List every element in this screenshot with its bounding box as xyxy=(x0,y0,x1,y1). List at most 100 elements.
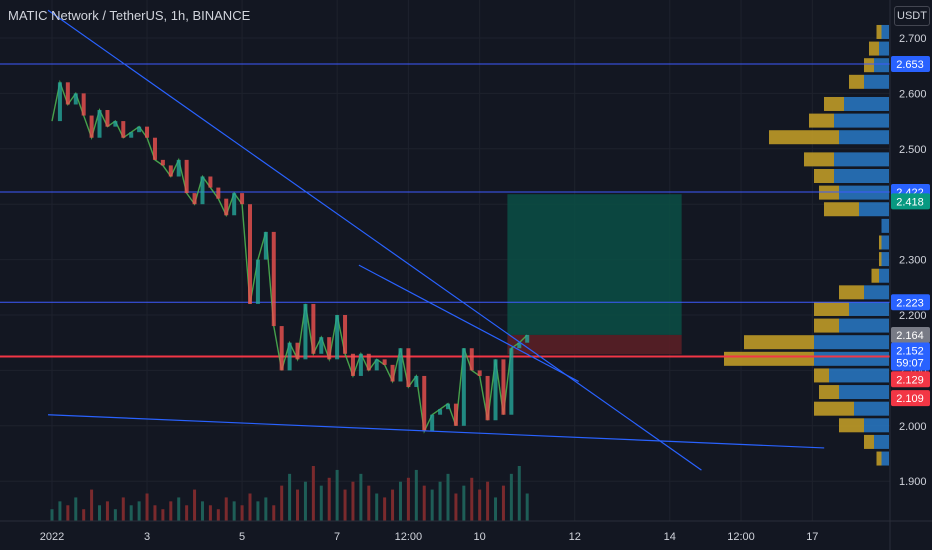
price-tag-label: 2.418 xyxy=(896,196,924,208)
candle-body xyxy=(414,375,419,388)
candle-body xyxy=(145,126,150,138)
chart-grid xyxy=(0,0,890,521)
volume-profile-up-bar xyxy=(829,368,889,383)
volume-bar xyxy=(82,509,86,521)
volume-profile-down-bar xyxy=(814,169,834,183)
volume-bar xyxy=(66,505,70,521)
volume-profile-down-bar xyxy=(809,113,834,128)
volume-bar xyxy=(105,501,109,521)
candle-body xyxy=(137,126,142,133)
trendline xyxy=(358,264,579,383)
volume-profile-up-bar xyxy=(864,74,889,89)
candle-body xyxy=(97,110,102,138)
volume-profile-down-bar xyxy=(814,301,849,316)
candle-body xyxy=(184,159,189,194)
volume-profile-down-bar xyxy=(839,285,864,300)
candle-body xyxy=(461,348,466,426)
candle-body xyxy=(303,303,308,360)
candle-body xyxy=(152,137,157,160)
price-tag-label: 2.223 xyxy=(896,297,924,309)
volume-bar xyxy=(232,501,236,521)
candle-body xyxy=(287,342,292,371)
price-tag-box xyxy=(891,371,930,388)
candle-body xyxy=(160,159,165,166)
volume-profile-up-bar xyxy=(834,152,889,167)
volume-bar xyxy=(517,466,521,521)
volume-bar xyxy=(280,485,284,521)
candle-body xyxy=(208,176,213,188)
candle-body xyxy=(335,315,340,360)
volume-profile-down-bar xyxy=(871,268,879,283)
price-tag-box xyxy=(891,342,930,359)
volume-profile-up-bar xyxy=(864,418,889,433)
x-tick-label: 2022 xyxy=(40,531,64,543)
volume-bar xyxy=(224,497,228,521)
volume-profile-up-bar xyxy=(839,385,889,400)
volume-profile-up-bar xyxy=(879,268,889,283)
volume-bar xyxy=(161,509,165,521)
volume-profile-up-bar xyxy=(881,235,889,250)
price-tag-box xyxy=(891,193,930,210)
price-tag-box xyxy=(891,354,930,371)
candle-body xyxy=(327,337,332,360)
price-tag-label: 2.164 xyxy=(896,330,924,342)
candle-body xyxy=(374,359,379,371)
volume-profile-up-bar xyxy=(879,41,889,56)
volume-bar xyxy=(303,481,307,521)
volume-bar xyxy=(494,497,498,521)
volume-profile-up-bar xyxy=(844,96,889,111)
volume-bar xyxy=(216,509,220,521)
volume-profile-down-bar xyxy=(814,368,829,383)
volume-profile-up-bar xyxy=(864,285,889,300)
volume-profile-down-bar xyxy=(864,58,874,73)
volume-bar xyxy=(470,477,474,521)
volume-bar xyxy=(398,481,402,521)
candle-body xyxy=(358,353,363,376)
volume-profile-up-bar xyxy=(881,24,889,39)
volume-bar xyxy=(272,505,276,521)
volume-bar xyxy=(406,477,410,521)
trendlines[interactable] xyxy=(47,9,825,471)
volume-bar xyxy=(288,473,292,521)
y-tick-label: 2.300 xyxy=(899,255,927,267)
candle-body xyxy=(81,93,86,116)
x-tick-label: 5 xyxy=(239,531,245,543)
volume-profile-down-bar xyxy=(864,434,874,449)
volume-profile-up-bar xyxy=(854,401,889,416)
volume-profile-up-bar xyxy=(859,202,889,217)
volume-profile-down-bar xyxy=(814,318,839,333)
y-tick-label: 1.900 xyxy=(899,476,927,488)
currency-unit-badge[interactable]: USDT xyxy=(894,6,930,26)
volume-bar xyxy=(58,501,62,521)
candle-body xyxy=(57,82,62,122)
volume-profile-up-bar xyxy=(874,58,889,73)
volume-profile-up-bar xyxy=(839,318,889,333)
volume-profile-down-bar xyxy=(876,24,882,39)
volume-bar xyxy=(367,485,371,521)
candle-body xyxy=(263,231,268,260)
price-tags: 2.6532.4222.4182.2232.1642.15259:072.129… xyxy=(891,56,930,407)
candle-body xyxy=(176,159,181,177)
volume-profile-up-bar xyxy=(881,451,889,466)
time-axis[interactable]: 2022 3 5 7 12:00 10 12 14 12:00 17 xyxy=(40,531,819,543)
price-tag-label: 2.109 xyxy=(896,393,924,405)
volume-bar xyxy=(375,493,379,521)
volume-bar xyxy=(113,509,117,521)
candle-body xyxy=(192,193,197,205)
y-tick-label: 2.700 xyxy=(899,33,927,45)
candle-body xyxy=(271,231,276,327)
candle-body xyxy=(105,110,110,127)
price-series xyxy=(51,79,530,434)
x-tick-label: 12:00 xyxy=(727,531,755,543)
long-position-tool[interactable] xyxy=(507,194,682,355)
x-tick-label: 14 xyxy=(664,531,676,543)
volume-bar xyxy=(351,481,355,521)
horizontal-levels[interactable] xyxy=(0,63,890,358)
volume-profile-down-bar xyxy=(824,96,844,111)
volume-bar xyxy=(74,497,78,521)
candle-body xyxy=(469,348,474,371)
price-tag-label: 2.152 xyxy=(896,345,924,357)
candle-body xyxy=(295,342,300,360)
candle-body xyxy=(366,353,371,371)
